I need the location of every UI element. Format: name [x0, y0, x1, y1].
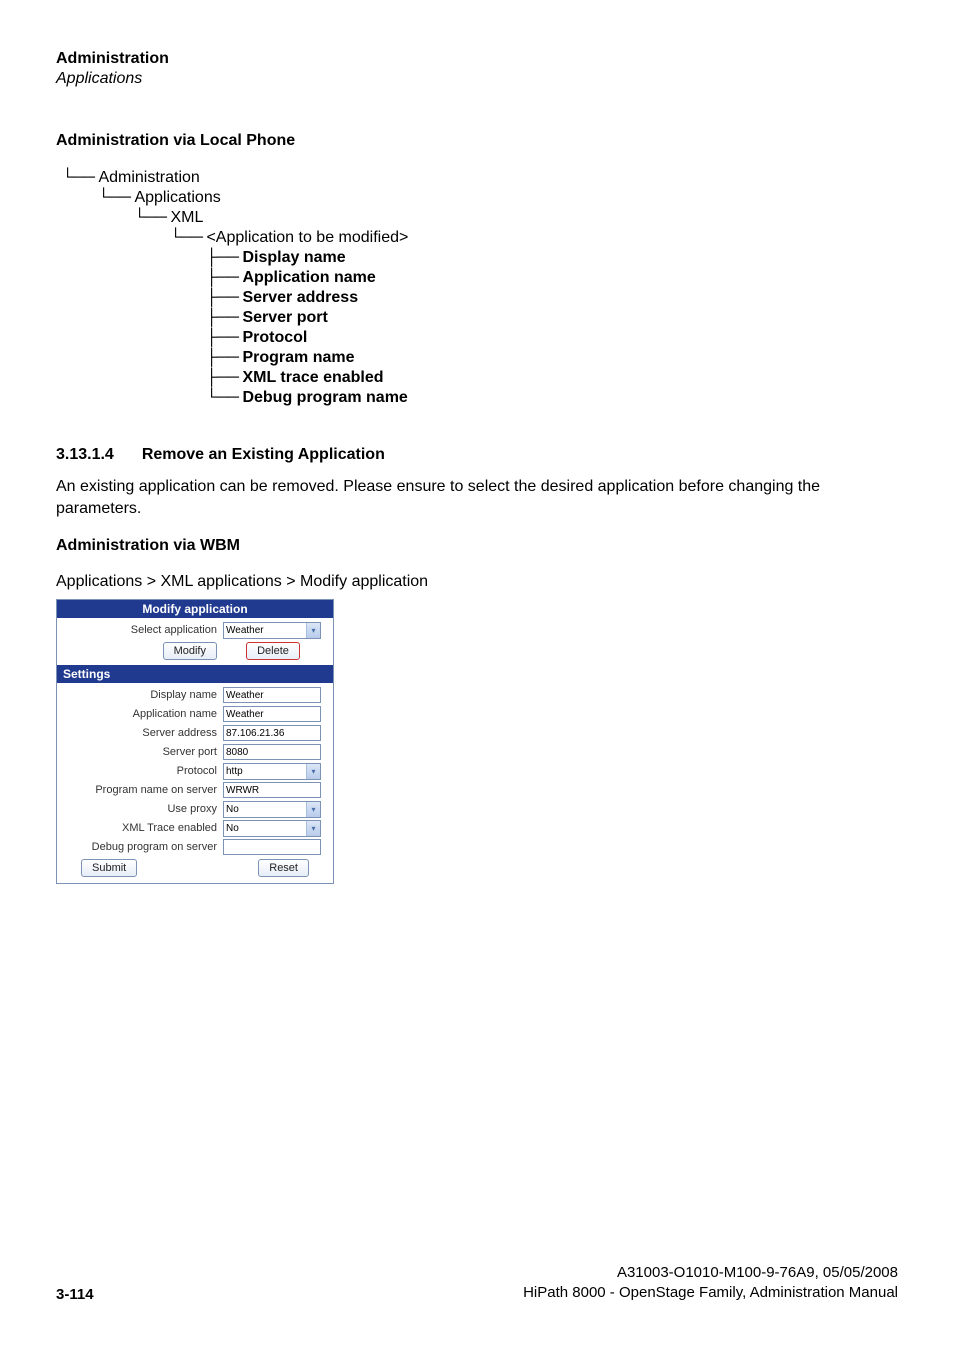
tree-item: Protocol — [242, 329, 307, 346]
breadcrumb: Applications > XML applications > Modify… — [56, 573, 898, 591]
select-application-value: Weather — [226, 625, 264, 636]
form-title: Modify application — [57, 600, 333, 618]
subsection-heading: 3.13.1.4 Remove an Existing Application — [56, 446, 898, 464]
doc-title: HiPath 8000 - OpenStage Family, Administ… — [523, 1283, 898, 1303]
page-footer: 3-114 A31003-O1010-M100-9-76A9, 05/05/20… — [56, 1263, 898, 1304]
subsection-title: Remove an Existing Application — [142, 446, 385, 464]
doc-id: A31003-O1010-M100-9-76A9, 05/05/2008 — [523, 1263, 898, 1283]
server-address-label: Server address — [61, 727, 223, 739]
tree-item: Server port — [242, 309, 327, 326]
chevron-down-icon: ▾ — [306, 623, 320, 638]
server-address-input[interactable] — [223, 725, 321, 741]
protocol-dropdown[interactable]: http ▾ — [223, 763, 321, 780]
chevron-down-icon: ▾ — [306, 821, 320, 836]
server-port-input[interactable] — [223, 744, 321, 760]
admin-wbm-heading: Administration via WBM — [56, 537, 898, 555]
header-title: Administration — [56, 50, 898, 68]
select-application-dropdown[interactable]: Weather ▾ — [223, 622, 321, 639]
application-name-input[interactable] — [223, 706, 321, 722]
subsection-number: 3.13.1.4 — [56, 446, 114, 464]
header-subtitle: Applications — [56, 70, 898, 88]
submit-button[interactable]: Submit — [81, 859, 137, 877]
menu-tree: └── Administration └── Applications └── … — [62, 168, 898, 408]
tree-item: Display name — [242, 249, 345, 266]
display-name-input[interactable] — [223, 687, 321, 703]
program-name-input[interactable] — [223, 782, 321, 798]
chevron-down-icon: ▾ — [306, 802, 320, 817]
server-port-label: Server port — [61, 746, 223, 758]
protocol-label: Protocol — [61, 765, 223, 777]
use-proxy-value: No — [226, 804, 239, 815]
use-proxy-dropdown[interactable]: No ▾ — [223, 801, 321, 818]
settings-header: Settings — [57, 665, 333, 683]
tree-admin: Administration — [98, 169, 199, 186]
program-name-label: Program name on server — [61, 784, 223, 796]
tree-app-to-modify: <Application to be modified> — [206, 229, 408, 246]
page-number: 3-114 — [56, 1286, 94, 1303]
tree-item: Application name — [242, 269, 375, 286]
paragraph-remove-app: An existing application can be removed. … — [56, 476, 898, 519]
chevron-down-icon: ▾ — [306, 764, 320, 779]
debug-program-input[interactable] — [223, 839, 321, 855]
tree-applications: Applications — [134, 189, 220, 206]
page-header: Administration Applications — [56, 50, 898, 88]
delete-button[interactable]: Delete — [246, 642, 300, 660]
xml-trace-dropdown[interactable]: No ▾ — [223, 820, 321, 837]
admin-local-phone-heading: Administration via Local Phone — [56, 132, 898, 150]
debug-program-label: Debug program on server — [61, 841, 223, 853]
tree-item: XML trace enabled — [242, 369, 383, 386]
use-proxy-label: Use proxy — [61, 803, 223, 815]
tree-item: Program name — [242, 349, 354, 366]
tree-xml: XML — [170, 209, 203, 226]
display-name-label: Display name — [61, 689, 223, 701]
xml-trace-label: XML Trace enabled — [61, 822, 223, 834]
tree-item: Server address — [242, 289, 358, 306]
protocol-value: http — [226, 766, 243, 777]
modify-button[interactable]: Modify — [163, 642, 217, 660]
modify-application-form: Modify application Select application We… — [56, 599, 334, 884]
tree-item: Debug program name — [242, 389, 407, 406]
xml-trace-value: No — [226, 823, 239, 834]
select-application-label: Select application — [61, 624, 223, 636]
reset-button[interactable]: Reset — [258, 859, 309, 877]
application-name-label: Application name — [61, 708, 223, 720]
